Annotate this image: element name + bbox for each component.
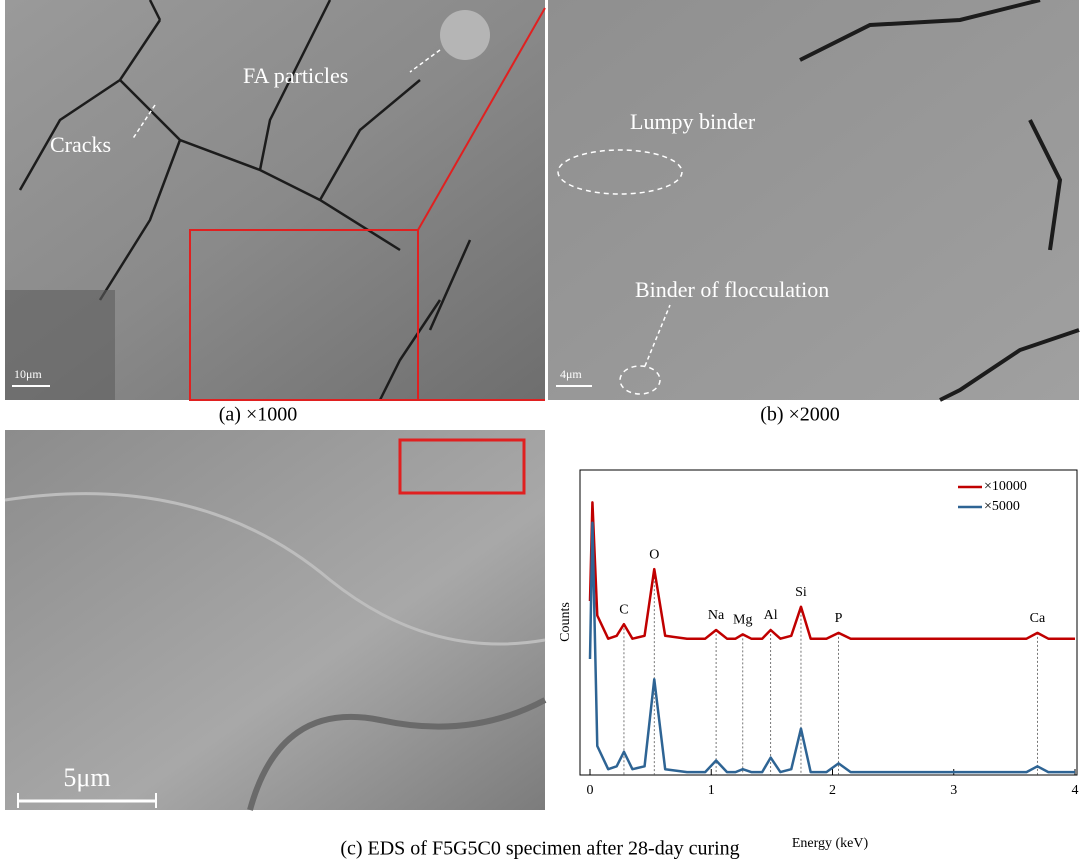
peak-label: Mg [733, 613, 752, 628]
x-tick-label: 4 [1072, 783, 1079, 798]
caption: (c) EDS of F5G5C0 specimen after 28-day … [340, 838, 739, 860]
x-tick-label: 1 [708, 783, 715, 798]
sem-image-b: Lumpy binder Binder of flocculation 4μm [548, 0, 1079, 400]
eds-chart: Energy (keV) Counts [558, 470, 1077, 851]
sem-image-c: 5μm [5, 430, 545, 810]
annotation: Lumpy binder [630, 109, 756, 134]
scale-bar-label: 5μm [63, 763, 110, 792]
caption: (b) ×2000 [760, 404, 840, 426]
peak-label: Na [708, 608, 725, 623]
legend-label: ×10000 [984, 479, 1027, 494]
legend-label: ×5000 [984, 499, 1020, 514]
series-line [590, 502, 1075, 638]
peak-label: C [619, 602, 628, 617]
x-tick-label: 3 [950, 783, 957, 798]
peak-label: Al [764, 608, 778, 623]
x-tick-label: 0 [587, 783, 594, 798]
annotation: FA particles [243, 63, 348, 88]
scale-bar-label: 10μm [14, 367, 42, 381]
peak-label: Ca [1030, 611, 1046, 626]
annotation: Cracks [50, 132, 111, 157]
peak-label: P [835, 611, 843, 626]
x-tick-label: 2 [829, 783, 836, 798]
figure: FA particles Cracks 10μm Lumpy binder Bi… [0, 0, 1081, 863]
caption: (a) ×1000 [219, 404, 297, 426]
peak-label: Si [795, 585, 807, 600]
peak-label: O [649, 547, 659, 562]
sem-image-a: FA particles Cracks 10μm [5, 0, 545, 400]
series-line [590, 523, 1075, 772]
annotation: Binder of flocculation [635, 277, 829, 302]
scale-bar-label: 4μm [560, 367, 582, 381]
x-axis-label: Energy (keV) [792, 836, 869, 851]
y-axis-label: Counts [558, 602, 573, 642]
